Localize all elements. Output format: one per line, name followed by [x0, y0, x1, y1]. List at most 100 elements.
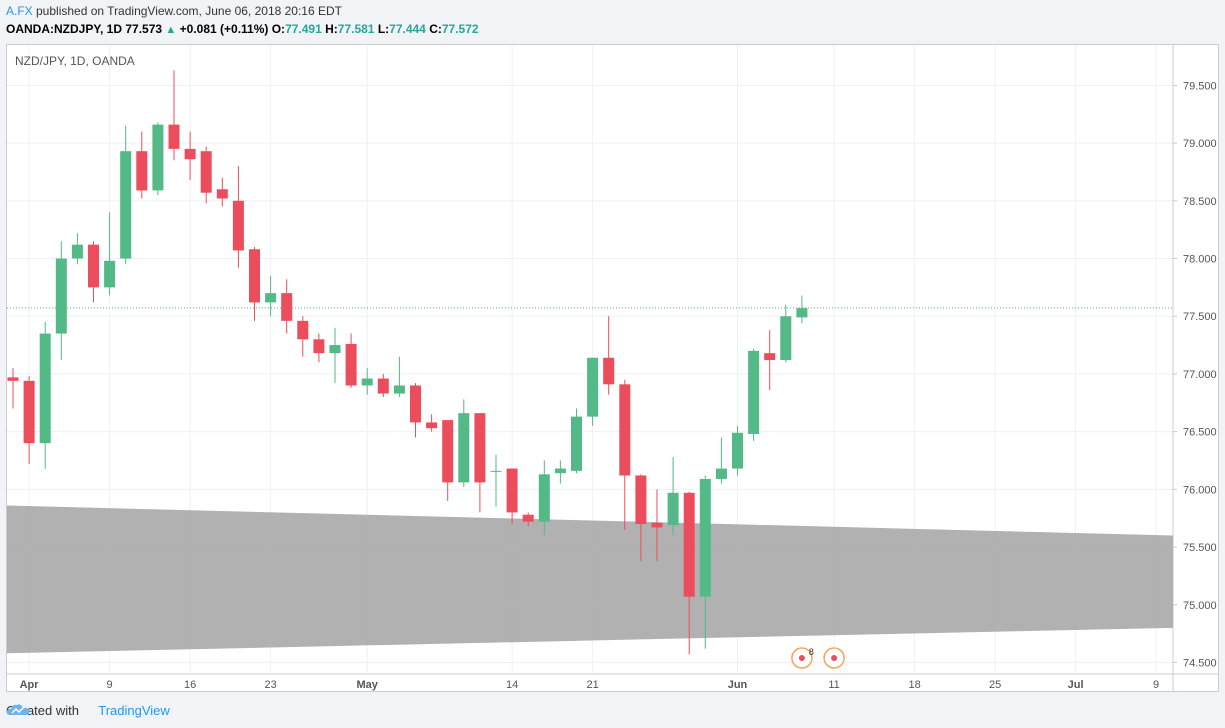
- ohlc-line: OANDA:NZDJPY, 1D 77.573 ▲ +0.081 (+0.11%…: [6, 22, 479, 36]
- low-label: L:: [377, 22, 390, 36]
- symbol-label: OANDA:NZDJPY, 1D: [6, 22, 123, 36]
- candle-down: [168, 124, 180, 149]
- open-label: O:: [271, 22, 286, 36]
- x-tick-label: 23: [264, 679, 276, 691]
- y-tick-label: 76.500: [1183, 427, 1217, 439]
- candle-up: [39, 333, 51, 444]
- publish-line: A.FX published on TradingView.com, June …: [6, 4, 342, 18]
- candle-up: [329, 345, 341, 354]
- candle-down: [764, 353, 776, 361]
- candle-down: [683, 492, 695, 597]
- x-tick-label: Apr: [20, 679, 40, 691]
- candle-down: [216, 189, 228, 199]
- last-price: 77.573: [125, 22, 163, 36]
- support-zone-band: [7, 505, 1173, 654]
- candle-up: [104, 260, 116, 288]
- y-tick-label: 79.000: [1183, 138, 1217, 150]
- candle-down: [200, 151, 212, 193]
- x-tick-label: 21: [586, 679, 598, 691]
- y-tick-label: 74.500: [1183, 657, 1217, 669]
- low-value: 77.444: [389, 22, 426, 36]
- candle-up: [538, 474, 550, 522]
- candle-up: [490, 470, 502, 472]
- candle-up: [699, 478, 711, 597]
- candle-up: [667, 492, 679, 526]
- y-tick-label: 78.500: [1183, 196, 1217, 208]
- author-link[interactable]: A.FX: [6, 4, 33, 18]
- candle-down: [184, 148, 196, 160]
- candle-down: [345, 343, 357, 386]
- candle-down: [136, 151, 148, 191]
- candle-down: [619, 384, 631, 476]
- event-marker-count: 8: [809, 647, 814, 657]
- candle-up: [732, 432, 743, 469]
- candle-up: [748, 350, 760, 434]
- event-marker-dot: [831, 655, 838, 661]
- open-value: 77.491: [285, 22, 322, 36]
- x-tick-label: 14: [506, 679, 518, 691]
- candle-down: [410, 385, 421, 423]
- x-tick-label: 16: [184, 679, 196, 691]
- candle-down: [603, 357, 615, 385]
- event-marker-dot: [798, 655, 805, 661]
- chart-area[interactable]: 74.500 75.000 75.500 76.000 76.500 77.000 77.5…: [6, 44, 1219, 692]
- x-tick-label: 18: [908, 679, 920, 691]
- x-tick-label: Jun: [728, 679, 748, 691]
- x-tick-label: 11: [828, 679, 839, 691]
- candle-up: [571, 416, 582, 471]
- candle-up: [55, 258, 67, 334]
- candle-up: [796, 308, 808, 318]
- candle-up: [715, 468, 727, 479]
- candle-down: [522, 514, 534, 522]
- candle-up: [587, 357, 599, 417]
- candle-up: [458, 413, 470, 483]
- candle-up: [152, 124, 164, 191]
- candle-up: [361, 378, 373, 386]
- x-tick-label: May: [356, 679, 378, 691]
- published-text: published on TradingView.com, June 06, 2…: [32, 4, 342, 18]
- candle-down: [249, 249, 260, 303]
- up-triangle-icon: ▲: [165, 24, 177, 36]
- candle-down: [7, 377, 19, 381]
- x-tick-label: 9: [107, 679, 113, 691]
- candle-down: [297, 320, 309, 340]
- y-tick-label: 75.000: [1183, 600, 1217, 612]
- candle-down: [426, 422, 438, 429]
- x-tick-label: Jul: [1068, 679, 1084, 691]
- high-value: 77.581: [337, 22, 375, 36]
- candle-up: [120, 151, 132, 259]
- y-tick-label: 77.500: [1183, 311, 1217, 323]
- candle-down: [232, 200, 244, 251]
- y-tick-label: 79.500: [1183, 80, 1217, 92]
- candle-down: [23, 380, 35, 444]
- chart-title: NZD/JPY, 1D, OANDA: [15, 54, 135, 68]
- y-tick-label: 78.000: [1183, 254, 1217, 266]
- candlestick-chart[interactable]: 74.500 75.000 75.500 76.000 76.500 77.000 77.5…: [7, 45, 1218, 691]
- candle-up: [393, 385, 405, 394]
- candle-down: [506, 468, 518, 513]
- y-tick-label: 75.500: [1183, 542, 1217, 554]
- candle-up: [71, 244, 83, 259]
- candle-down: [474, 413, 486, 483]
- candle-up: [780, 316, 792, 361]
- y-tick-label: 77.000: [1183, 369, 1217, 381]
- y-tick-label: 76.000: [1183, 484, 1217, 496]
- candle-up: [554, 468, 566, 474]
- candle-down: [88, 244, 99, 288]
- chart-header: A.FX published on TradingView.com, June …: [0, 0, 1225, 42]
- candle-down: [651, 522, 663, 528]
- candle-down: [281, 293, 293, 321]
- price-change: +0.081 (+0.11%): [179, 22, 269, 36]
- footer: Created with TradingView: [6, 703, 170, 718]
- high-label: H:: [325, 22, 338, 36]
- candle-up: [265, 293, 277, 303]
- candle-down: [313, 339, 325, 354]
- x-tick-label: 25: [989, 679, 1001, 691]
- candle-down: [635, 475, 647, 524]
- tradingview-brand-link[interactable]: TradingView: [98, 703, 170, 718]
- close-label: C:: [429, 22, 442, 36]
- candle-down: [377, 378, 389, 394]
- close-value: 77.572: [441, 22, 479, 36]
- candle-down: [442, 420, 454, 483]
- x-tick-label: 9: [1153, 679, 1159, 691]
